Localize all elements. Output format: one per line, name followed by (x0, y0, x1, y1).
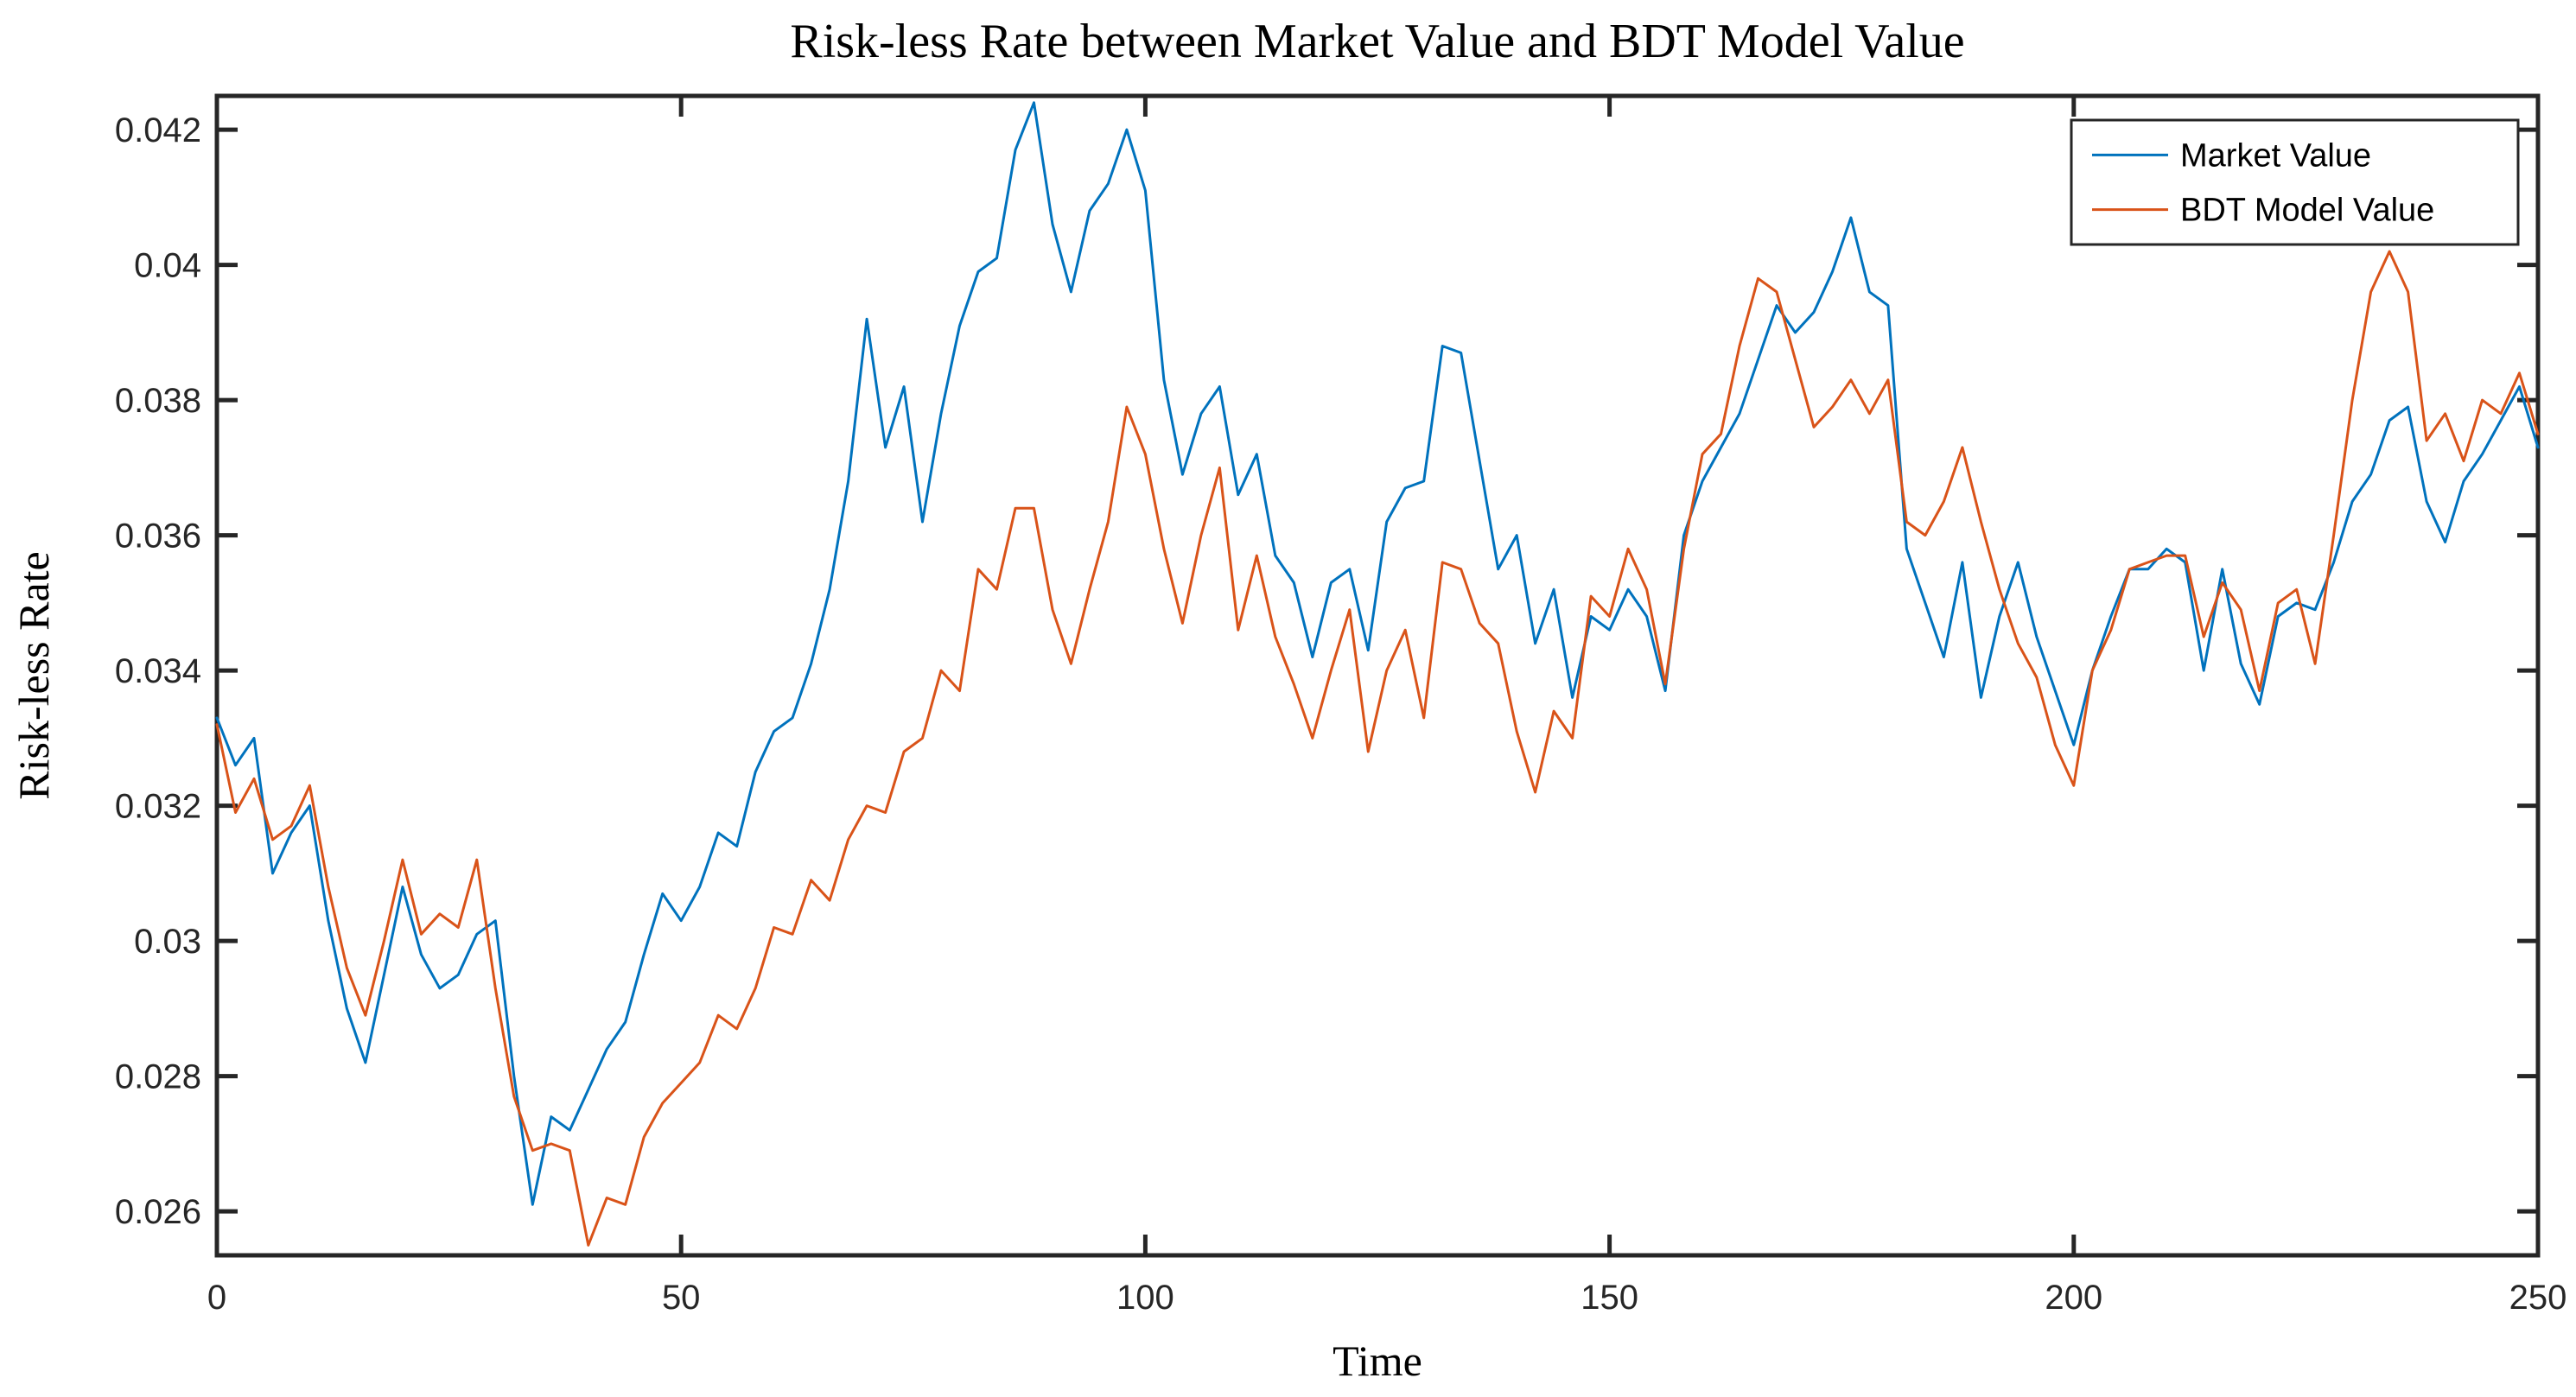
legend-box (2070, 118, 2520, 246)
plot-box (214, 93, 2541, 1258)
y-axis-label: Risk-less Rate (10, 551, 58, 799)
y-tick-label: 0.032 (115, 788, 201, 826)
y-tick-label: 0.042 (115, 111, 201, 149)
x-tick-label: 200 (2045, 1279, 2102, 1317)
legend-label-bdt-model-value: BDT Model Value (2180, 193, 2434, 229)
x-tick-label: 150 (1581, 1279, 1638, 1317)
x-tick-label: 0 (207, 1279, 226, 1317)
x-tick-label: 100 (1116, 1279, 1174, 1317)
y-tick-label: 0.026 (115, 1193, 201, 1231)
axes: 0 50 100 150 200 250 0.026 0.028 0.03 0.032 0.034 0… (115, 93, 2567, 1317)
y-tick-label: 0.036 (115, 518, 201, 556)
x-tick-label: 250 (2509, 1279, 2567, 1317)
chart-title: Risk-less Rate between Market Value and … (790, 15, 1964, 68)
y-tick-label: 0.04 (134, 247, 201, 285)
y-tick-label: 0.038 (115, 382, 201, 420)
y-tick-label: 0.03 (134, 923, 201, 961)
y-tick-label: 0.028 (115, 1058, 201, 1096)
x-tick-label: 50 (662, 1279, 701, 1317)
series-line-bdt-model-value (215, 250, 2540, 1247)
legend-label-market-value: Market Value (2180, 137, 2371, 174)
series-line-market-value (215, 101, 2540, 1206)
x-axis-label: Time (1333, 1337, 1422, 1385)
y-tick-label: 0.034 (115, 652, 201, 690)
series-lines (215, 101, 2540, 1247)
legend: Market Value BDT Model Value (2070, 118, 2520, 246)
